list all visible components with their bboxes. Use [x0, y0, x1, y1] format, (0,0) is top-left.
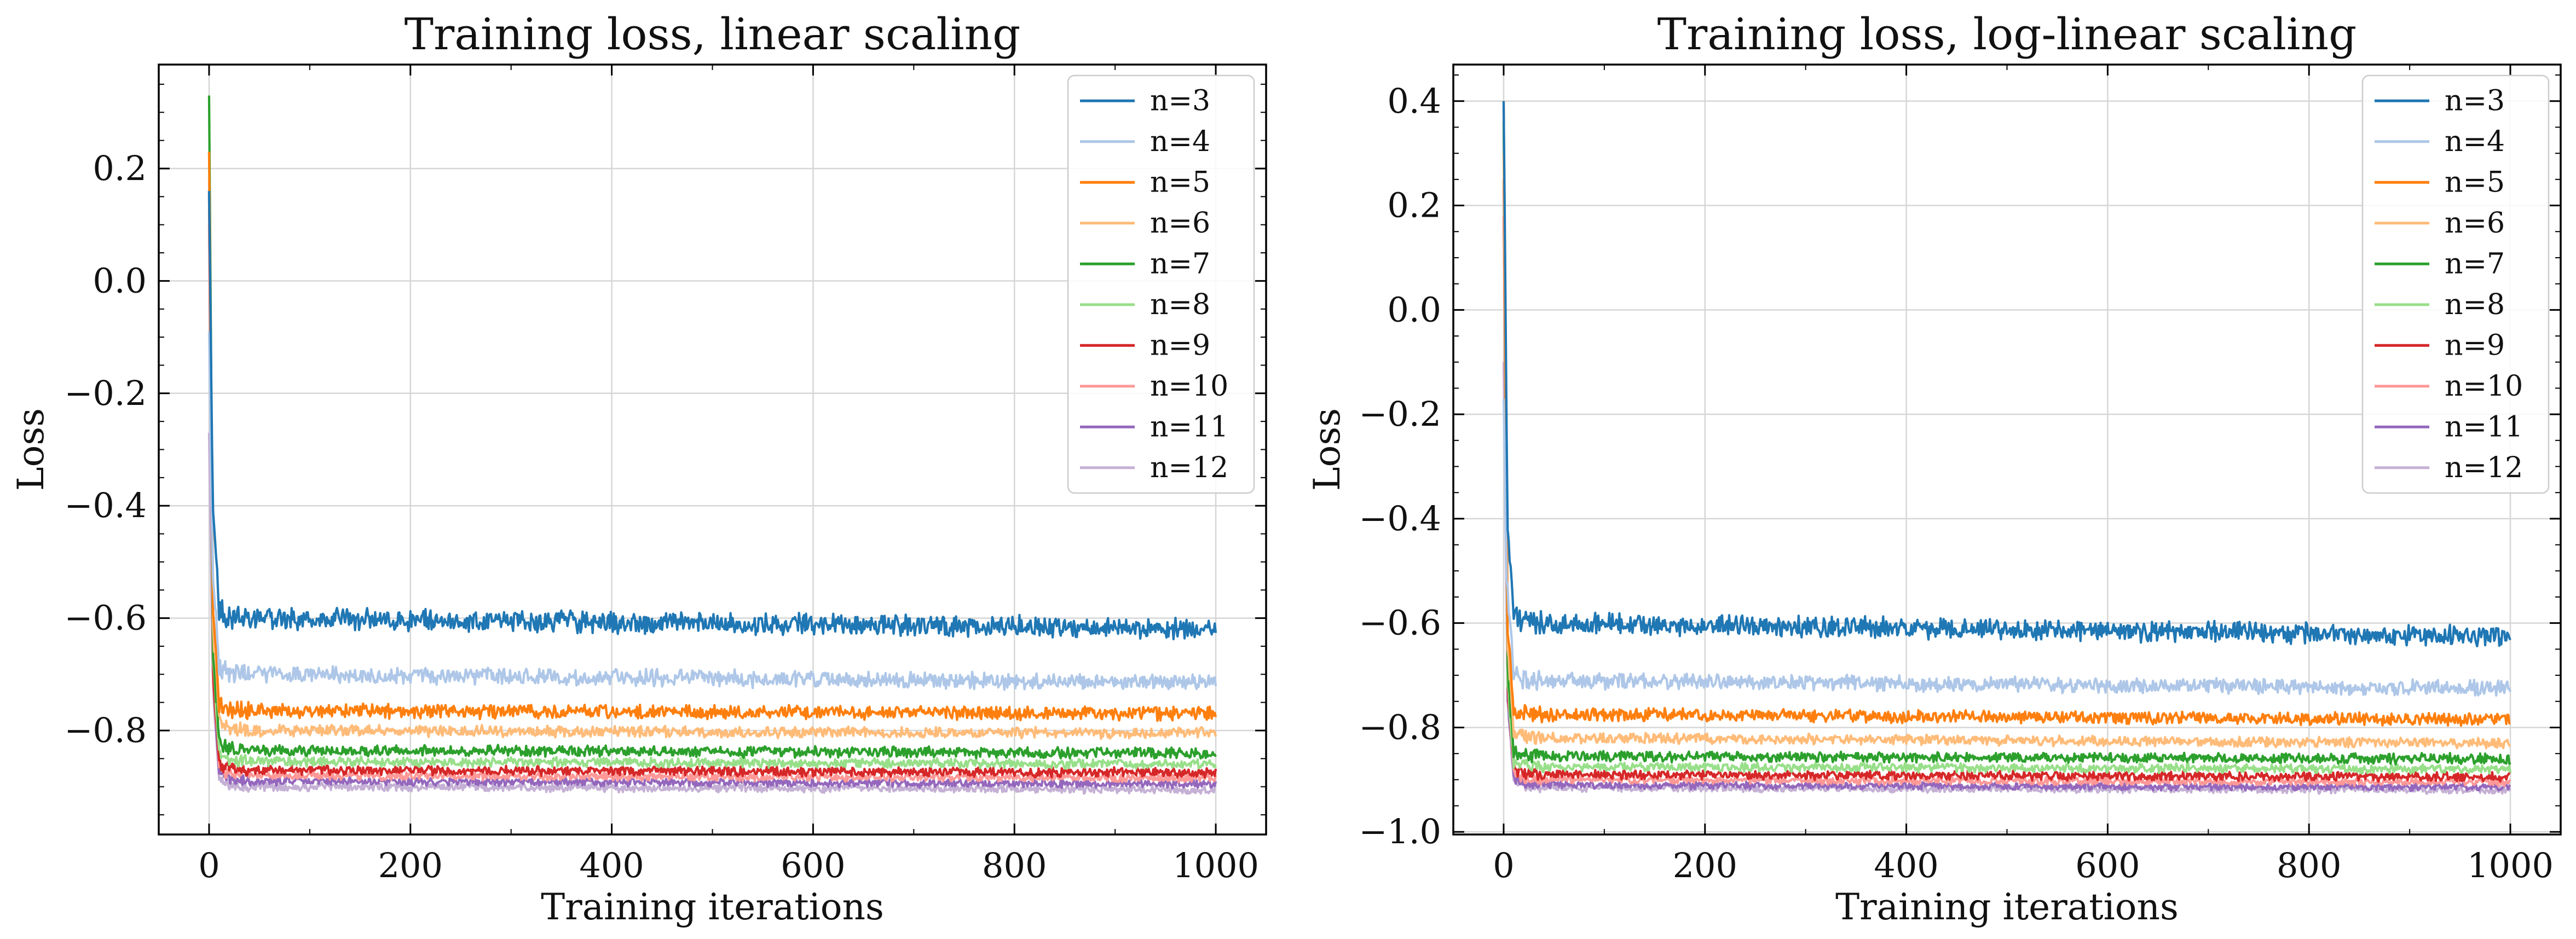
legend-label-n-5: n=5 [1150, 166, 1210, 199]
series-line-n-12 [1502, 362, 2511, 795]
x-tick-label: 800 [2277, 845, 2341, 885]
legend: n=3 n=4 n=5 n=6 n=7 n=8 n=9 n=10 n=11 n=12 [1067, 74, 1255, 494]
x-axis: 0 200 400 600 800 1000 [1493, 65, 2554, 885]
series-line-n-4 [207, 331, 1217, 691]
y-tick-label: 0.4 [1387, 81, 1441, 121]
y-axis: −1.0 −0.8 −0.6 −0.4 −0.2 0.0 0.2 0.4 [1359, 74, 2561, 851]
legend-label-n-12: n=12 [2445, 451, 2523, 484]
series-line-n-8 [1502, 153, 2512, 775]
series-lines [207, 95, 1217, 795]
series-line-n-8 [207, 152, 1217, 770]
x-tick-label: 600 [2075, 845, 2140, 885]
x-tick-label: 200 [1673, 845, 1737, 885]
series-line-n-6 [1502, 153, 2511, 750]
legend-label-n-7: n=7 [1150, 247, 1210, 280]
x-tick-label: 400 [579, 845, 644, 885]
x-axis-label: Training iterations [1835, 886, 2179, 928]
legend-label-n-8: n=8 [1150, 288, 1210, 321]
legend: n=3 n=4 n=5 n=6 n=7 n=8 n=9 n=10 n=11 n=12 [2361, 74, 2550, 494]
x-tick-label: 800 [982, 845, 1047, 885]
legend-label-n-5: n=5 [2445, 166, 2505, 199]
series-lines [1502, 101, 2512, 795]
series-line-n-7 [1502, 121, 2511, 766]
x-tick-label: 1000 [1173, 845, 1259, 885]
legend-label-n-11: n=11 [2445, 410, 2523, 443]
legend-label-n-6: n=6 [2445, 207, 2505, 240]
legend-box [2361, 74, 2550, 494]
series-line-n-7 [207, 95, 1217, 760]
legend-label-n-9: n=9 [2445, 329, 2505, 362]
x-tick-label: 0 [198, 845, 220, 885]
left-chart-panel: 0 200 400 600 800 1000 −0.8 −0.6 −0.4 −0.2 0.0 0.2 T… [10, 9, 1267, 928]
legend-label-n-10: n=10 [1150, 370, 1228, 403]
x-tick-label: 0 [1493, 845, 1514, 885]
legend-label-n-8: n=8 [2445, 288, 2505, 321]
y-tick-label: −0.6 [64, 598, 147, 638]
y-tick-label: −0.8 [1359, 707, 1441, 747]
y-axis-label: Loss [10, 408, 52, 491]
legend-label-n-9: n=9 [1150, 329, 1210, 362]
series-line-n-9 [1502, 179, 2511, 783]
series-line-n-4 [1502, 398, 2512, 697]
y-tick-label: −0.8 [64, 710, 147, 750]
legend-label-n-12: n=12 [1150, 451, 1228, 484]
y-axis: −0.8 −0.6 −0.4 −0.2 0.0 0.2 [64, 83, 1266, 816]
right-chart-panel: 0 200 400 600 800 1000 −1.0 −0.8 −0.6 −0.4 −0.2 0.0… [1306, 9, 2562, 928]
legend-label-n-4: n=4 [1150, 125, 1210, 158]
chart-title: Training loss, linear scaling [405, 9, 1021, 60]
x-tick-label: 400 [1874, 845, 1938, 885]
series-line-n-3 [1502, 101, 2511, 648]
y-tick-label: −0.4 [64, 485, 147, 525]
legend-label-n-3: n=3 [2445, 84, 2505, 117]
legend-box [1067, 74, 1255, 494]
legend-label-n-3: n=3 [1150, 84, 1210, 117]
series-line-n-9 [207, 196, 1217, 779]
y-tick-label: 0.2 [93, 148, 147, 188]
legend-label-n-11: n=11 [1150, 410, 1228, 443]
legend-label-n-7: n=7 [2445, 247, 2505, 280]
y-axis-label: Loss [1306, 408, 1348, 491]
series-line-n-10 [1502, 216, 2511, 787]
y-tick-label: −0.2 [64, 373, 147, 413]
legend-label-n-10: n=10 [2445, 370, 2523, 403]
y-tick-label: −0.4 [1359, 499, 1441, 538]
y-tick-label: −0.6 [1359, 603, 1441, 643]
y-tick-label: −0.2 [1359, 394, 1441, 434]
series-line-n-3 [207, 191, 1217, 641]
legend-label-n-6: n=6 [1150, 207, 1210, 240]
x-axis: 0 200 400 600 800 1000 [198, 65, 1259, 885]
series-line-n-5 [1502, 101, 2511, 727]
y-tick-label: 0.0 [1387, 289, 1441, 329]
x-tick-label: 200 [378, 845, 443, 885]
x-axis-label: Training iterations [541, 886, 884, 928]
legend-label-n-4: n=4 [2445, 125, 2505, 158]
series-line-n-6 [207, 179, 1217, 740]
y-tick-label: 0.0 [93, 260, 147, 300]
series-line-n-12 [207, 432, 1216, 795]
chart-title: Training loss, log-linear scaling [1657, 9, 2357, 60]
y-tick-label: 0.2 [1387, 186, 1441, 225]
x-tick-label: 600 [781, 845, 845, 885]
series-line-n-10 [207, 224, 1217, 784]
x-tick-label: 1000 [2467, 845, 2554, 885]
series-line-n-11 [207, 191, 1217, 790]
y-tick-label: −1.0 [1359, 812, 1441, 851]
series-line-n-5 [207, 152, 1217, 722]
